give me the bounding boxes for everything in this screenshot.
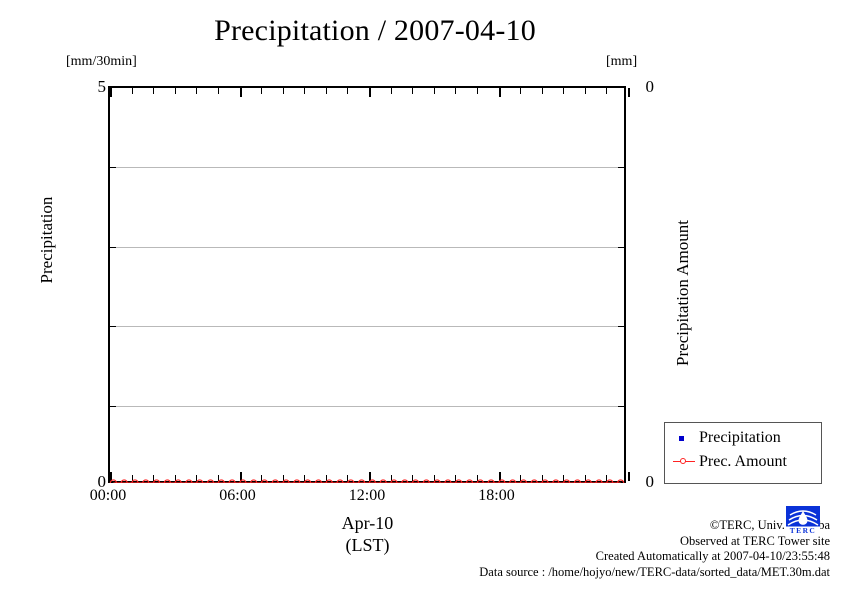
axis-tick-major — [628, 88, 630, 97]
axis-tick-major — [498, 88, 501, 97]
axis-tick-minor — [131, 475, 133, 481]
svg-text:TERC: TERC — [790, 526, 816, 534]
axis-tick — [618, 405, 624, 407]
axis-tick-minor — [153, 88, 155, 94]
axis-tick-minor — [325, 475, 327, 481]
axis-tick-minor — [347, 88, 349, 94]
legend-item-prec-amount[interactable]: Prec. Amount — [673, 451, 787, 473]
x-axis-title: Apr-10 (LST) — [275, 512, 460, 556]
axis-tick-minor — [541, 88, 543, 94]
axis-tick-minor — [433, 88, 435, 94]
legend-circle-icon — [673, 455, 695, 469]
axis-tick-minor — [282, 88, 284, 94]
axis-tick — [618, 167, 624, 169]
axis-tick-minor — [541, 475, 543, 481]
axis-tick-minor — [217, 88, 219, 94]
y-axis-left-title: Precipitation — [37, 196, 56, 284]
axis-tick-major — [239, 472, 242, 481]
axis-tick-minor — [520, 88, 522, 94]
axis-tick — [618, 246, 624, 248]
legend: Precipitation Prec. Amount — [664, 422, 822, 484]
axis-tick-minor — [282, 475, 284, 481]
axis-tick-major — [369, 472, 371, 481]
x-axis-tick-label: 06:00 — [219, 487, 256, 504]
axis-tick-minor — [347, 475, 349, 481]
x-axis-tick-label: 12:00 — [348, 487, 386, 504]
footer-created-at: Created Automatically at 2007-04-10/23:5… — [595, 549, 830, 563]
axis-tick-minor — [563, 88, 565, 94]
footer-copyright: ©TERC, Univ. Tsukuba — [709, 518, 830, 532]
x-axis-tick-label: 18:00 — [478, 487, 515, 504]
left-axis-unit-label: [mm/30min] — [66, 54, 137, 69]
y-axis-right-title: Precipitation Amount — [673, 220, 692, 366]
footer: ©TERC, Univ. Tsukuba Observed at TERC To… — [410, 518, 830, 580]
legend-square-icon — [673, 431, 695, 445]
axis-tick-minor — [584, 475, 586, 481]
axis-tick-minor — [304, 475, 306, 481]
plot-area — [108, 86, 630, 483]
gridline — [110, 167, 624, 169]
axis-tick-minor — [131, 88, 133, 94]
axis-tick-minor — [455, 475, 457, 481]
axis-tick-minor — [584, 88, 586, 94]
footer-observation: Observed at TERC Tower site — [679, 533, 830, 548]
axis-tick-minor — [174, 475, 176, 481]
axis-tick-minor — [455, 88, 457, 94]
axis-tick-major — [239, 88, 242, 97]
terc-logo-icon: TERC — [786, 506, 820, 534]
x-axis-title-tz: (LST) — [345, 535, 390, 555]
axis-tick-minor — [174, 88, 176, 94]
y-axis-right-min-label: 0 — [645, 472, 655, 491]
axis-tick-minor — [606, 88, 608, 94]
page-title: Precipitation / 2007-04-10 — [214, 14, 536, 47]
axis-tick-minor — [433, 475, 435, 481]
axis-tick-minor — [476, 88, 478, 94]
axis-tick-minor — [153, 475, 155, 481]
axis-tick — [110, 246, 116, 248]
axis-tick-minor — [217, 475, 219, 481]
axis-tick — [110, 167, 116, 169]
gridline — [110, 326, 624, 328]
y-axis-left-max-label: 5 — [97, 77, 107, 96]
axis-tick-minor — [412, 88, 414, 94]
x-axis-tick-label: 00:00 — [89, 487, 127, 504]
axis-tick-major — [628, 472, 630, 481]
axis-tick-minor — [606, 475, 608, 481]
axis-tick-minor — [196, 475, 198, 481]
axis-tick — [618, 326, 624, 328]
legend-item-label: Precipitation — [699, 429, 781, 446]
axis-tick-minor — [412, 475, 414, 481]
axis-tick-minor — [390, 475, 392, 481]
axis-tick-minor — [476, 475, 478, 481]
axis-tick — [110, 326, 116, 328]
axis-tick-minor — [563, 475, 565, 481]
axis-tick-minor — [261, 475, 263, 481]
axis-tick-minor — [196, 88, 198, 94]
legend-item-precipitation[interactable]: Precipitation — [673, 427, 781, 449]
axis-tick-minor — [325, 88, 327, 94]
gridline — [110, 405, 624, 407]
gridline — [110, 246, 624, 248]
legend-item-label: Prec. Amount — [699, 453, 787, 470]
x-axis-title-date: Apr-10 — [341, 513, 394, 533]
axis-tick-major — [110, 88, 112, 97]
axis-tick-major — [369, 88, 371, 97]
axis-tick-minor — [390, 88, 392, 94]
right-axis-unit-label: [mm] — [606, 54, 638, 69]
axis-tick-major — [498, 472, 501, 481]
y-axis-right-max-label: 0 — [645, 77, 655, 96]
axis-tick-major — [110, 472, 112, 481]
axis-tick-minor — [261, 88, 263, 94]
y-axis-left-min-label: 0 — [97, 472, 107, 491]
axis-tick-minor — [520, 475, 522, 481]
axis-tick-minor — [304, 88, 306, 94]
axis-tick — [110, 405, 116, 407]
footer-data-source: Data source : /home/hojyo/new/TERC-data/… — [479, 564, 830, 579]
